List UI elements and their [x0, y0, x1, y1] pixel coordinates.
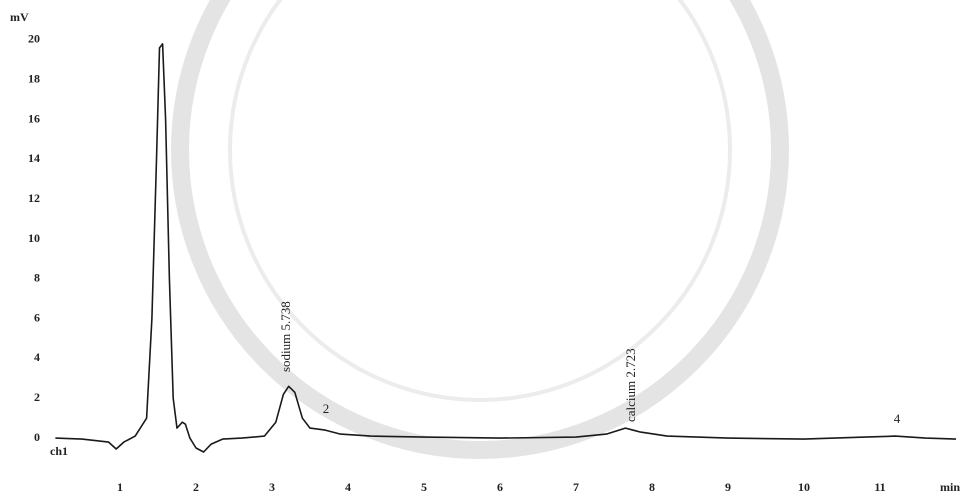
- x-tick-label: 9: [725, 480, 731, 494]
- x-tick-label: 1: [117, 480, 123, 494]
- x-tick-label: 4: [345, 480, 351, 494]
- y-axis-label: mV: [10, 10, 29, 24]
- y-tick-label: 4: [34, 350, 40, 364]
- x-tick-label: 5: [421, 480, 427, 494]
- y-tick-label: 12: [28, 191, 40, 205]
- y-tick-label: 14: [28, 151, 40, 165]
- x-tick-label: 10: [798, 480, 810, 494]
- y-tick-label: 6: [34, 310, 40, 324]
- peak-annotation: sodium 5.738: [278, 301, 293, 372]
- x-tick-label: 6: [497, 480, 503, 494]
- y-tick-label: 20: [28, 32, 40, 46]
- y-tick-label: 2: [34, 390, 40, 404]
- watermark: [171, 0, 789, 459]
- y-tick-label: 0: [34, 430, 40, 444]
- y-tick-label: 16: [28, 111, 40, 125]
- x-axis-label: min: [940, 480, 960, 494]
- x-tick-label: 8: [649, 480, 655, 494]
- x-tick-label: 2: [193, 480, 199, 494]
- series-line: [55, 43, 957, 453]
- x-tick-label: 3: [269, 480, 275, 494]
- x-tick-label: 11: [874, 480, 885, 494]
- peak-annotation: 2: [323, 401, 330, 416]
- watermark: [228, 0, 732, 402]
- x-tick-label: 7: [573, 480, 579, 494]
- series-name: ch1: [50, 444, 68, 458]
- peak-annotation: 4: [894, 411, 901, 426]
- peak-annotation: calcium 2.723: [623, 348, 638, 422]
- y-tick-label: 8: [34, 271, 40, 285]
- y-tick-label: 10: [28, 231, 40, 245]
- y-tick-label: 18: [28, 71, 40, 85]
